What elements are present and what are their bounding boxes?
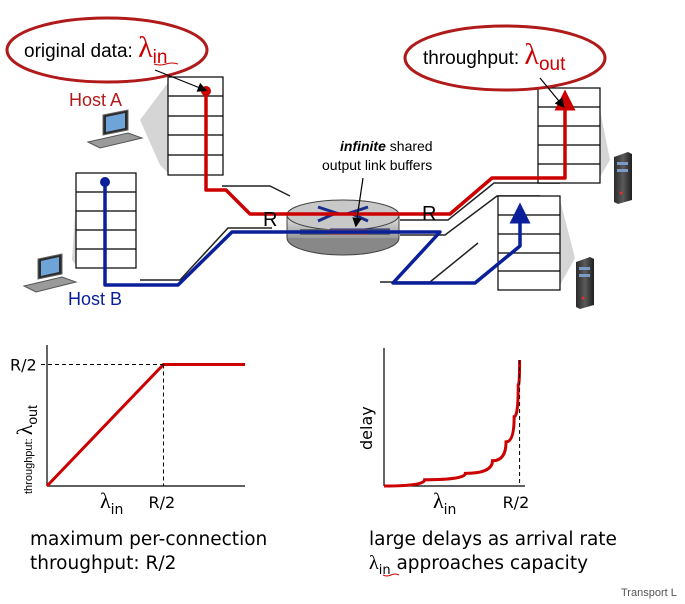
lambda-out-prefix: throughput: [423, 48, 524, 69]
delay-ylabel: delay [357, 406, 376, 450]
right-caption-sub: in [379, 563, 391, 578]
host-a-laptop-icon [86, 109, 144, 149]
lambda-out-sub: out [539, 54, 566, 75]
lambda-in-prefix: original data: [24, 41, 138, 62]
host-a-buffer-cone [140, 80, 170, 175]
lambda-out-bubble: throughput: λout [403, 24, 607, 108]
router-note-bold: infinite [340, 138, 386, 154]
throughput-xtick-label: R/2 [148, 493, 175, 512]
router-note-pointer [352, 177, 364, 228]
right-caption-rest: approaches capacity [391, 553, 589, 574]
server-bottom-cone [560, 200, 575, 285]
lambda-in-bubble: original data: λin [5, 16, 209, 92]
throughput-ytick-label: R/2 [10, 355, 37, 374]
svg-text:throughput: λout: throughput: λout [423, 38, 566, 75]
router-note-line1: infinite shared [340, 138, 433, 154]
right-caption-line1: large delays as arrival rate [369, 529, 617, 550]
right-caption-line2: λin approaches capacity [369, 552, 588, 578]
server-bottom-buffer [497, 195, 561, 291]
delay-curve [383, 359, 522, 488]
host-b-label: Host B [68, 289, 122, 309]
host-a-flow-path [204, 89, 576, 216]
server-top-icon [614, 152, 632, 204]
router-note-line2: output link buffers [322, 157, 432, 173]
right-caption-lambda: λ [369, 552, 379, 574]
server-top-cone [598, 100, 610, 180]
throughput-line [45, 362, 245, 488]
link-left-rate: R [263, 209, 277, 231]
left-caption-line2: throughput: R/2 [30, 553, 176, 574]
server-bottom-icon [576, 257, 594, 309]
host-a-label: Host A [69, 90, 122, 110]
right-caption-squiggle [382, 573, 400, 577]
host-a-flow-origin [201, 86, 211, 96]
footer-text: Transport L [621, 587, 677, 599]
host-b-flow-path [103, 183, 531, 287]
server-top-buffer [537, 87, 601, 184]
router [286, 199, 400, 256]
host-b-flow-origin [100, 177, 110, 187]
router-note-rest: shared [386, 138, 433, 154]
lambda-in-symbol: λ [138, 31, 153, 64]
delay-xtick-label: R/2 [503, 493, 530, 512]
delay-chart: R/2 λin delay [357, 348, 529, 518]
throughput-chart: R/2 R/2 λin throughput: λout [10, 345, 245, 518]
throughput-xlabel: λin [100, 488, 123, 518]
throughput-ylabel-rotated: throughput: λout [12, 405, 40, 494]
delay-xlabel: λin [433, 488, 456, 518]
host-a-buffer [167, 76, 224, 176]
lambda-in-sub: in [153, 47, 168, 68]
lambda-out-symbol: λ [524, 38, 539, 71]
left-caption-line1: maximum per-connection [30, 529, 267, 550]
host-b-laptop-icon [22, 253, 78, 293]
link-right-rate: R [422, 203, 436, 225]
svg-text:original data: λin: original data: λin [24, 31, 167, 68]
